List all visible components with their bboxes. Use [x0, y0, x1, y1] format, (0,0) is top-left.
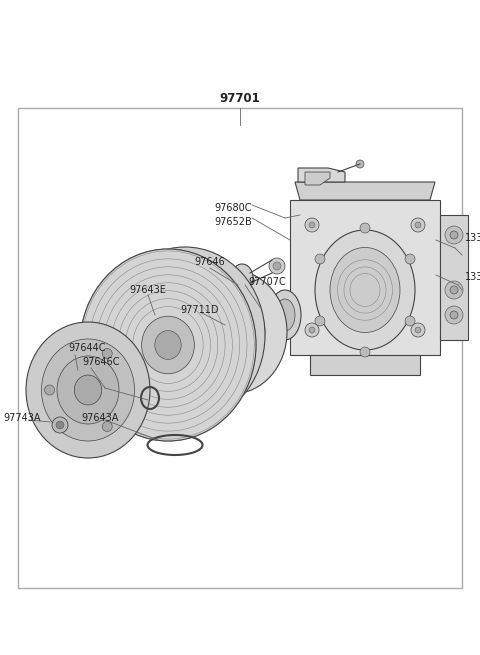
Circle shape	[305, 323, 319, 337]
Circle shape	[315, 254, 325, 264]
Circle shape	[450, 231, 458, 239]
Text: 1339CC: 1339CC	[465, 272, 480, 282]
Text: 97711D: 97711D	[181, 305, 219, 315]
FancyBboxPatch shape	[18, 108, 462, 588]
Circle shape	[405, 316, 415, 326]
Circle shape	[411, 218, 425, 232]
Text: 97707C: 97707C	[248, 277, 286, 287]
Circle shape	[415, 222, 421, 228]
Ellipse shape	[26, 322, 150, 458]
Circle shape	[405, 254, 415, 264]
Circle shape	[102, 348, 112, 358]
Polygon shape	[305, 172, 330, 185]
Ellipse shape	[105, 247, 265, 423]
Text: 97643A: 97643A	[81, 413, 119, 423]
FancyBboxPatch shape	[310, 355, 420, 375]
Ellipse shape	[142, 316, 194, 374]
Ellipse shape	[41, 339, 134, 441]
Circle shape	[445, 306, 463, 324]
Polygon shape	[298, 168, 345, 182]
Text: 97643E: 97643E	[130, 285, 167, 295]
Circle shape	[309, 222, 315, 228]
Text: 1339CC: 1339CC	[465, 233, 480, 243]
Circle shape	[360, 347, 370, 357]
Text: 97644C: 97644C	[68, 343, 106, 353]
Text: 97652B: 97652B	[214, 217, 252, 227]
Circle shape	[269, 258, 285, 274]
Text: 97743A: 97743A	[3, 413, 41, 423]
Ellipse shape	[269, 290, 301, 340]
Ellipse shape	[74, 375, 102, 405]
Text: 97680C: 97680C	[215, 203, 252, 213]
Ellipse shape	[250, 304, 266, 336]
Circle shape	[445, 226, 463, 244]
FancyBboxPatch shape	[290, 200, 440, 355]
Text: 97646: 97646	[194, 257, 226, 267]
Circle shape	[102, 422, 112, 432]
Ellipse shape	[330, 248, 400, 333]
Text: 97646C: 97646C	[82, 357, 120, 367]
Ellipse shape	[57, 356, 119, 424]
FancyBboxPatch shape	[440, 215, 468, 340]
Ellipse shape	[155, 331, 181, 360]
Circle shape	[445, 281, 463, 299]
Circle shape	[360, 223, 370, 233]
Circle shape	[309, 327, 315, 333]
Circle shape	[56, 421, 64, 429]
Circle shape	[273, 262, 281, 270]
Circle shape	[356, 160, 364, 168]
Ellipse shape	[177, 270, 287, 394]
Circle shape	[52, 417, 68, 433]
Ellipse shape	[199, 295, 265, 369]
Ellipse shape	[244, 295, 272, 345]
Polygon shape	[295, 182, 435, 200]
Ellipse shape	[231, 264, 253, 292]
Ellipse shape	[315, 230, 415, 350]
Ellipse shape	[159, 307, 211, 363]
Ellipse shape	[80, 249, 256, 441]
Circle shape	[411, 323, 425, 337]
Circle shape	[450, 311, 458, 319]
Ellipse shape	[134, 309, 202, 381]
Text: 97701: 97701	[220, 92, 260, 105]
Ellipse shape	[275, 299, 295, 331]
Circle shape	[305, 218, 319, 232]
Circle shape	[415, 327, 421, 333]
Circle shape	[315, 316, 325, 326]
Circle shape	[45, 385, 55, 395]
Ellipse shape	[135, 280, 235, 390]
Circle shape	[450, 286, 458, 294]
